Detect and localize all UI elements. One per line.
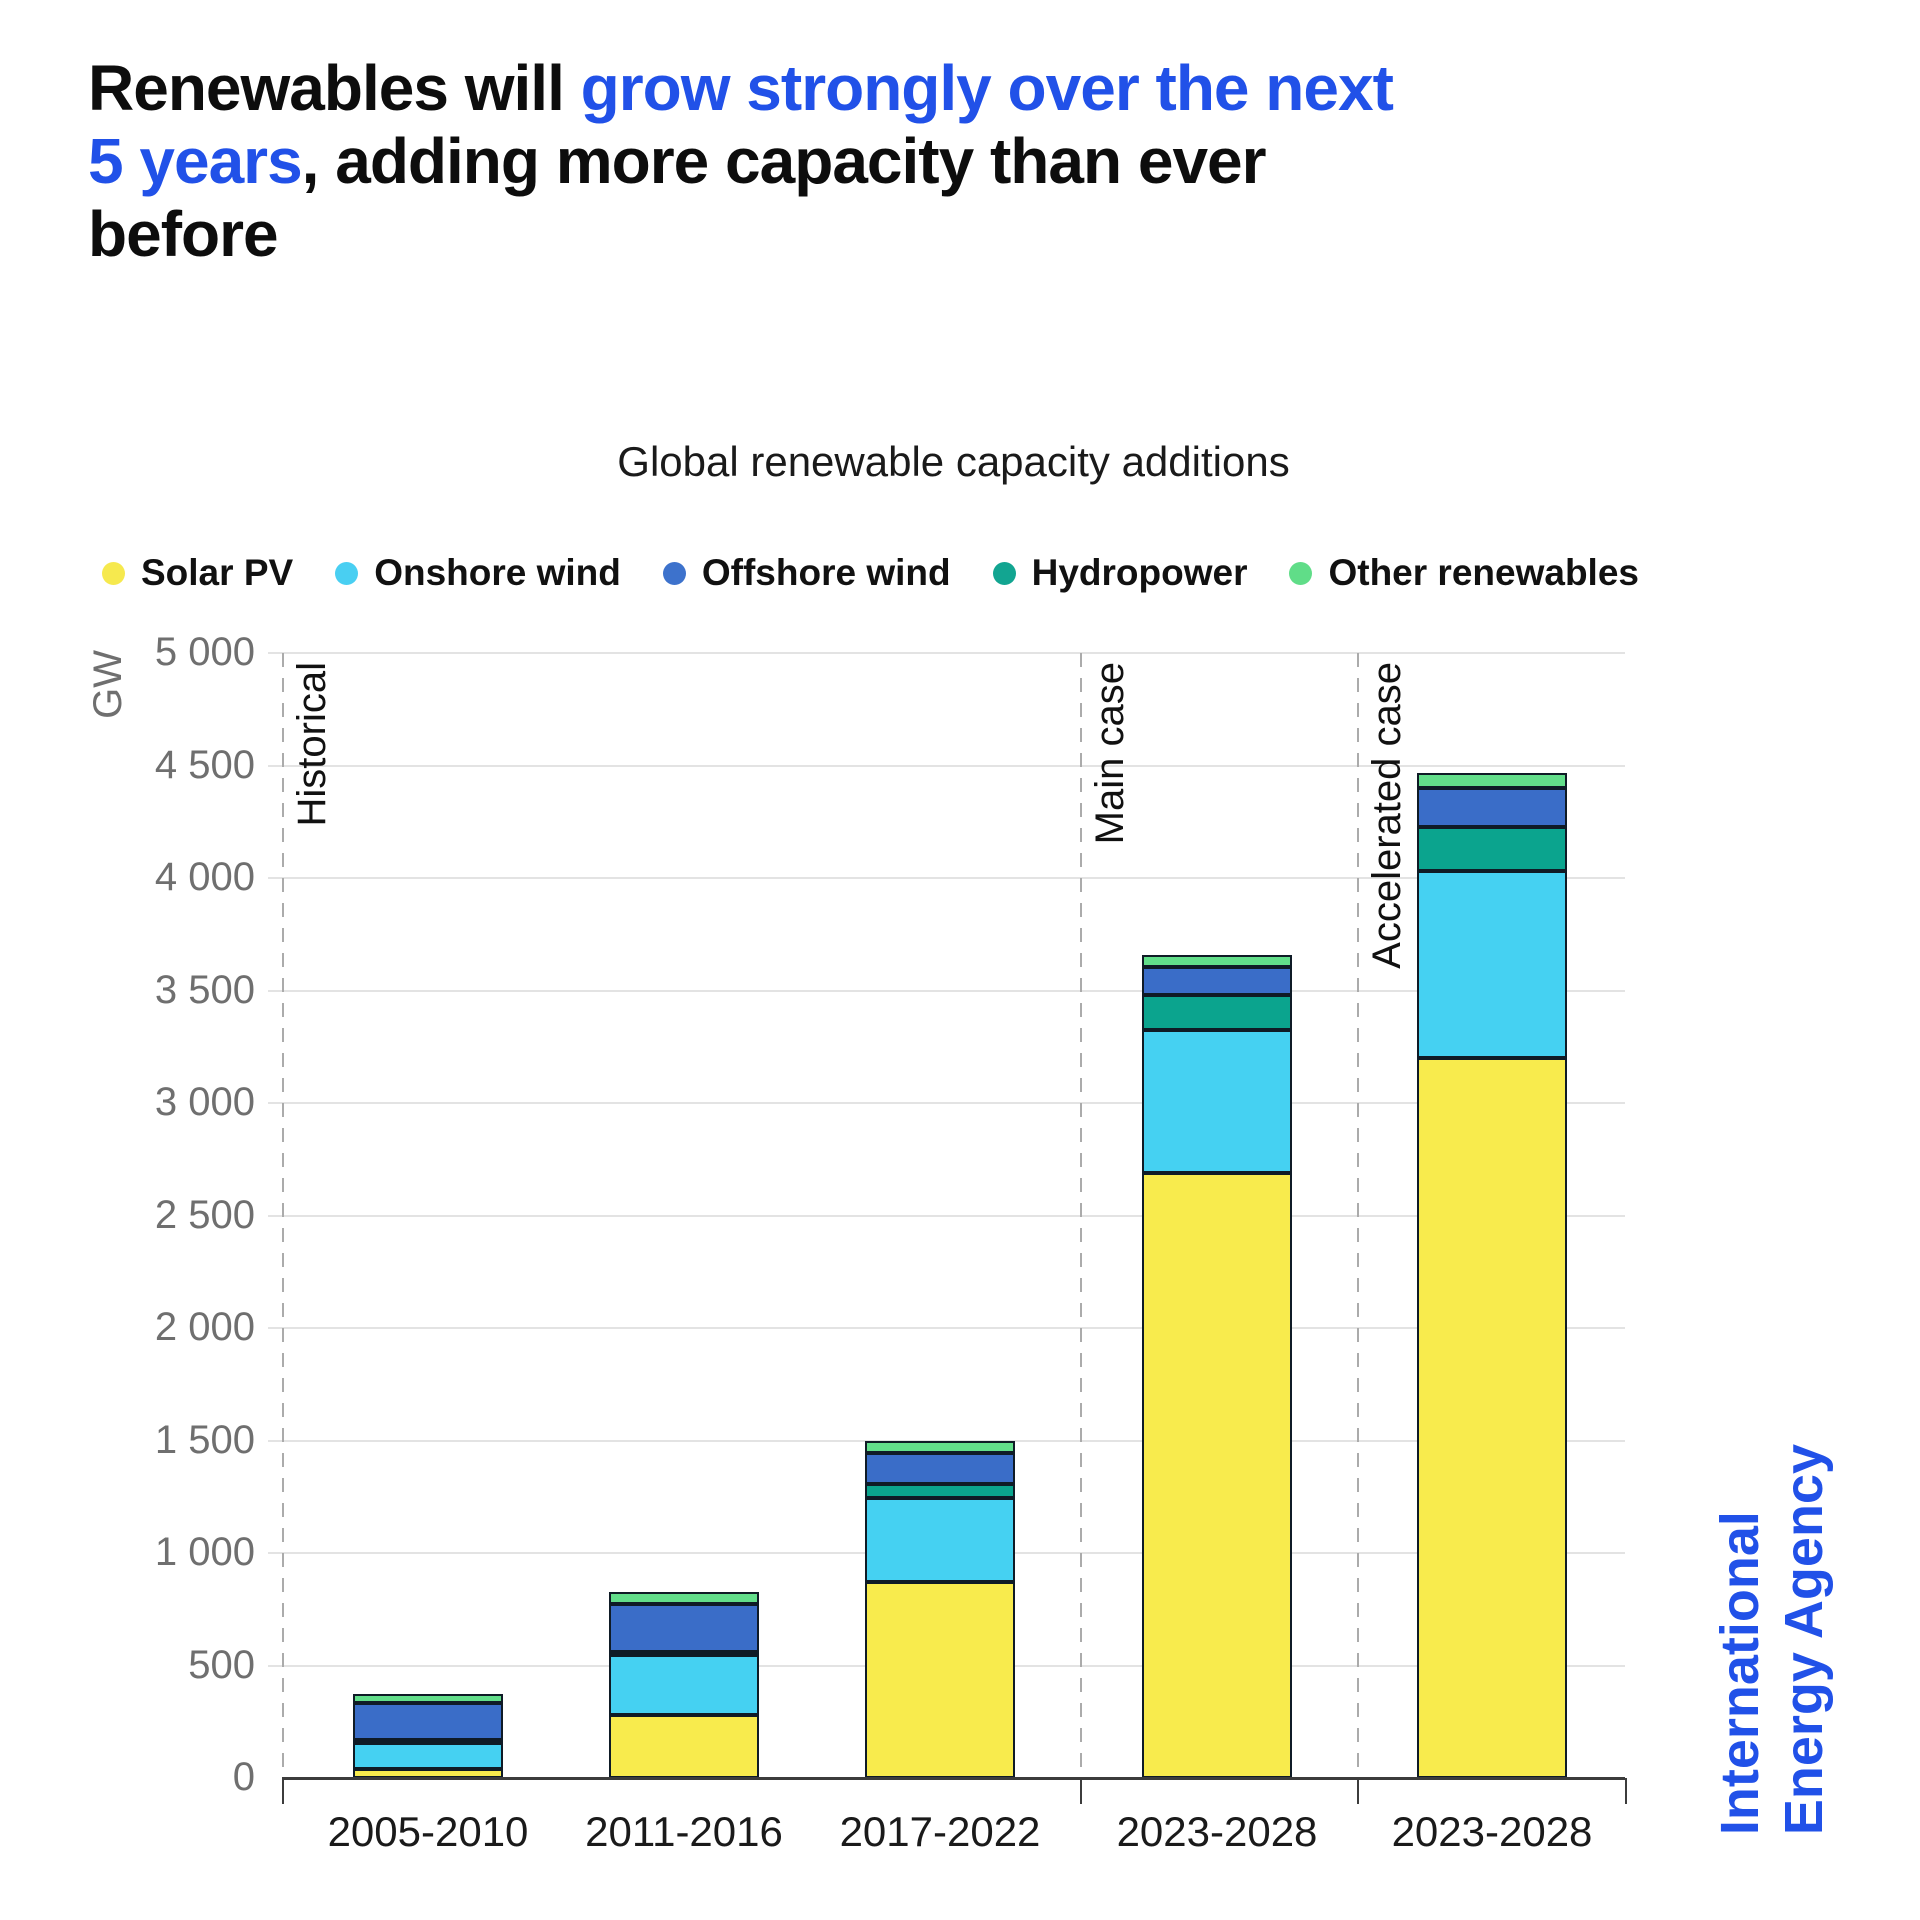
bar-segment (1417, 788, 1567, 828)
bar-segment (1142, 954, 1292, 967)
bar-segment (609, 1652, 759, 1656)
bar-segment (1417, 871, 1567, 1058)
bar-segment (865, 1497, 1015, 1583)
scenario-label: Main case (1088, 662, 1132, 845)
legend-item-label: Onshore wind (374, 552, 621, 593)
scenario-label: Historical (290, 662, 334, 827)
legend-item-label: Offshore wind (701, 552, 951, 593)
bar-segment (609, 1592, 759, 1604)
title-text-1: Renewables will (88, 52, 581, 124)
bar-segment (1142, 995, 1292, 1030)
bar-segment (865, 1484, 1015, 1498)
bar-segment (609, 1603, 759, 1652)
legend-item-label: Other renewables (1328, 552, 1639, 593)
gridline (268, 764, 1625, 767)
bar-segment (1142, 1172, 1292, 1778)
scenario-divider (1080, 653, 1082, 1778)
y-tick-label: 4 500 (154, 742, 255, 787)
x-tick-label: 2017-2022 (839, 1808, 1041, 1855)
bar-segment (353, 1739, 503, 1744)
bar-segment (1142, 966, 1292, 995)
axis-tick (1357, 1778, 1359, 1804)
scenario-divider (1357, 653, 1359, 1778)
gridline (268, 1102, 1625, 1104)
bar-segment (1417, 827, 1567, 872)
legend-item: Other renewables (1289, 552, 1639, 594)
gridline (268, 1327, 1625, 1329)
iea-logo: International Energy Agency (1708, 1444, 1836, 1835)
legend-item: Hydropower (992, 552, 1248, 594)
bar-segment (1142, 1029, 1292, 1173)
gridline (268, 652, 1625, 654)
legend-dot-icon (102, 561, 125, 585)
y-tick-label: 0 (232, 1755, 255, 1799)
gridline (268, 877, 1625, 879)
bar-segment (353, 1702, 503, 1740)
bar-segment (609, 1655, 759, 1715)
bar-segment (1417, 1058, 1567, 1778)
y-tick-label: 3 000 (154, 1080, 255, 1124)
bar-segment (865, 1440, 1015, 1453)
x-tick-label: 2005-2010 (327, 1808, 529, 1855)
legend-item: Solar PV (102, 552, 293, 594)
legend-item: Onshore wind (335, 552, 621, 594)
iea-logo-line2: Energy Agency (1774, 1443, 1834, 1835)
legend-dot-icon (1289, 561, 1313, 585)
axis-tick (1080, 1778, 1082, 1804)
gridline (268, 1214, 1625, 1217)
bar-segment (1417, 773, 1567, 788)
x-tick-label: 2023-2028 (1391, 1808, 1593, 1855)
legend-item-label: Solar PV (141, 552, 294, 593)
iea-logo-line1: International (1710, 1510, 1770, 1835)
legend-dot-icon (335, 561, 359, 585)
x-tick-label: 2023-2028 (1116, 1808, 1318, 1855)
legend-item: Offshore wind (662, 552, 951, 594)
y-tick-label: 2 500 (154, 1192, 255, 1237)
scenario-label: Accelerated case (1365, 662, 1409, 969)
title-highlight: grow strongly over the next 5 years (88, 52, 1394, 197)
axis-tick (1625, 1778, 1627, 1804)
y-axis-unit-label: GW (86, 650, 130, 719)
y-tick-label: 2 000 (154, 1305, 255, 1349)
legend: Solar PV Onshore wind Offshore wind Hydropo… (102, 552, 1639, 594)
bar-segment (865, 1582, 1015, 1778)
axis-baseline (282, 1777, 1625, 1780)
chart-title: Global renewable capacity additions (617, 438, 1290, 485)
bar-segment (353, 1693, 503, 1703)
bar-segment (609, 1715, 759, 1778)
legend-item-label: Hydropower (1031, 552, 1248, 593)
y-tick-label: 1 000 (154, 1530, 255, 1574)
legend-dot-icon (662, 561, 686, 585)
scenario-divider (282, 653, 284, 1778)
legend-dot-icon (992, 561, 1016, 585)
page-title: Renewables will grow strongly over the n… (88, 52, 1398, 271)
y-tick-label: 500 (188, 1642, 255, 1687)
axis-tick (282, 1778, 284, 1804)
y-tick-label: 5 000 (154, 630, 255, 674)
y-tick-label: 1 500 (154, 1417, 255, 1462)
x-tick-label: 2011-2016 (585, 1808, 783, 1855)
y-tick-label: 4 000 (154, 855, 255, 899)
gridline (268, 989, 1625, 992)
title-text-2: , adding more capacity than ever before (88, 125, 1267, 270)
y-tick-label: 3 500 (154, 967, 255, 1012)
bar-segment (865, 1452, 1015, 1485)
bar-segment (353, 1743, 503, 1769)
